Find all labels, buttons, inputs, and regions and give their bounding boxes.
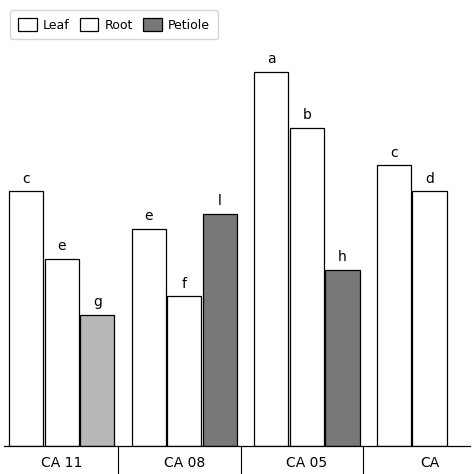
Bar [290,128,324,446]
Bar [167,296,201,446]
Text: e: e [145,209,153,223]
Text: f: f [182,277,187,291]
Text: h: h [338,250,347,264]
Bar [412,191,447,446]
Bar [325,270,360,446]
Text: l: l [218,194,222,208]
Text: e: e [57,239,66,253]
Bar [45,259,79,446]
Text: a: a [267,52,275,66]
Bar [254,72,289,446]
Legend: Leaf, Root, Petiole: Leaf, Root, Petiole [10,10,218,39]
Text: c: c [390,146,398,160]
Text: c: c [22,172,30,186]
Text: b: b [302,108,311,122]
Bar [9,191,44,446]
Bar [80,315,114,446]
Text: g: g [93,295,102,310]
Text: d: d [425,172,434,186]
Bar [203,214,237,446]
Bar [377,165,411,446]
Bar [132,229,166,446]
